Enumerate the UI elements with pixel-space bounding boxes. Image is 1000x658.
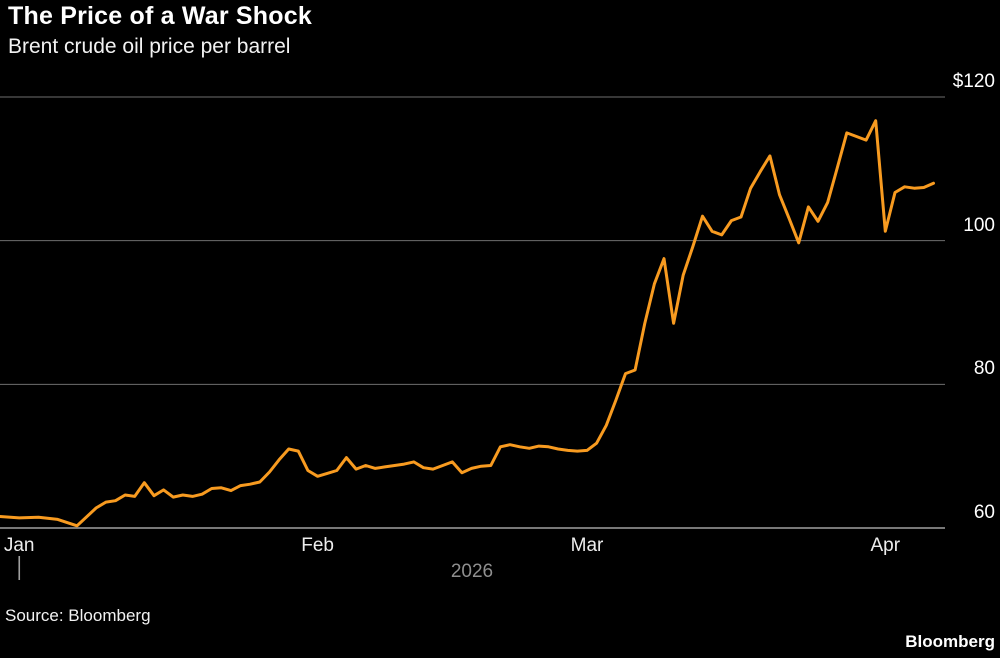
x-tick-label: Jan	[3, 535, 35, 556]
chart-title: The Price of a War Shock	[8, 2, 312, 30]
x-tick-label: Mar	[570, 535, 604, 556]
bloomberg-logo: Bloomberg	[905, 632, 995, 651]
x-tick-label: Feb	[301, 535, 334, 556]
price-line	[0, 119, 935, 528]
y-tick-label: 100	[963, 214, 995, 236]
y-tick-label: $120	[952, 71, 995, 92]
x-tick-label: Apr	[870, 535, 901, 556]
source-label: Source: Bloomberg	[5, 606, 151, 625]
year-label: 2026	[450, 561, 494, 582]
y-tick-label: 80	[973, 358, 995, 380]
y-tick-label: 60	[973, 502, 995, 523]
chart-subtitle: Brent crude oil price per barrel	[8, 35, 291, 58]
